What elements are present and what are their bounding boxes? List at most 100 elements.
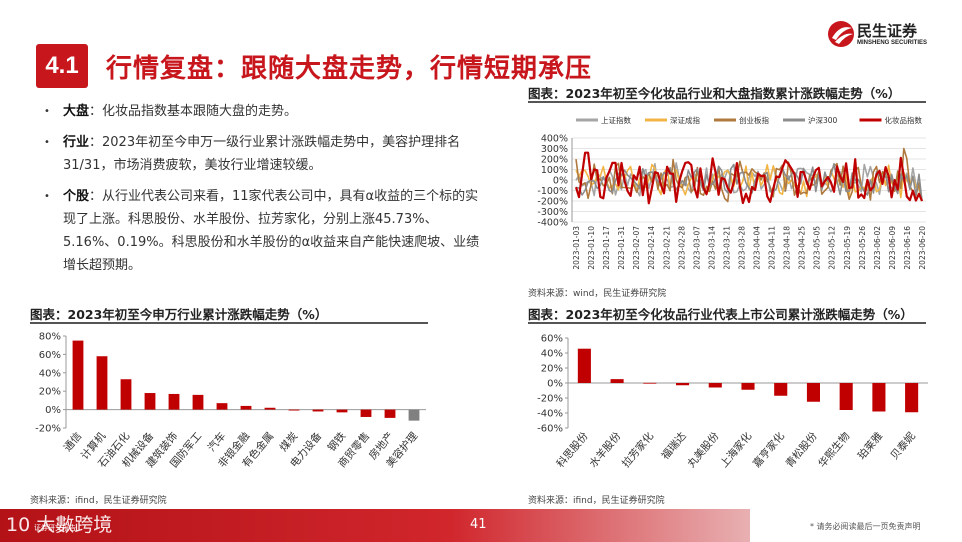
x-tick-label: 2023-05-26	[858, 226, 867, 270]
line-chart-title: 图表：2023年初至今化妆品行业和大盘指数累计涨跌幅走势（%）	[528, 86, 901, 101]
bar	[336, 409, 348, 413]
y-tick-label: 40%	[541, 349, 563, 360]
x-tick-label: 2023-02-07	[632, 226, 641, 270]
bullet-stocks: • 个股：从行业代表公司来看，11家代表公司中，具有α收益的三个标的实现了上涨。…	[38, 185, 488, 277]
bullet-dot-icon: •	[44, 137, 50, 148]
legend-label: 上证指数	[601, 115, 631, 125]
bar	[577, 348, 591, 383]
y-tick-label: 0%	[45, 405, 61, 416]
y-tick-label: 20%	[39, 387, 61, 398]
y-tick-label: -100%	[537, 186, 568, 197]
y-tick-label: 200%	[541, 155, 568, 166]
bar	[120, 379, 132, 410]
bullet-dot-icon: •	[44, 191, 50, 202]
page-title: 行情复盘：跟随大盘走势，行情短期承压	[106, 54, 593, 84]
minsheng-logo-icon	[828, 21, 854, 47]
bar	[288, 409, 300, 411]
bar	[643, 382, 657, 384]
x-tick-label: 2023-04-25	[798, 226, 807, 270]
x-tick-label: 珀莱雅	[855, 429, 886, 462]
x-tick-label: 2023-03-14	[707, 226, 716, 270]
divider	[528, 101, 926, 103]
bar	[408, 409, 420, 421]
bullet-label: 行业	[63, 135, 90, 150]
bar	[806, 383, 820, 402]
footer-bar	[0, 509, 750, 542]
bar	[676, 383, 690, 386]
industry-bar-chart: 80%60%40%20%0%-20%通信计算机石油石化机械设备建筑装饰国防军工汽…	[35, 332, 426, 470]
x-tick-label: 汽车	[205, 430, 228, 454]
y-tick-label: -300%	[537, 207, 568, 218]
x-tick-label: 2023-03-07	[692, 226, 701, 270]
bar	[774, 383, 788, 396]
y-tick-label: -60%	[537, 424, 563, 435]
x-tick-label: 2023-01-03	[572, 226, 581, 270]
y-tick-label: 300%	[541, 144, 568, 155]
y-tick-label: -400%	[537, 218, 568, 229]
x-tick-label: 2023-06-16	[903, 226, 912, 270]
bar	[72, 340, 84, 410]
bar	[312, 409, 324, 412]
x-tick-label: 2023-04-04	[753, 226, 762, 270]
line-chart: 上证指数 深证成指 创业板指 沪深300 化妆品指数 400%300%200%100%0%…	[537, 115, 927, 270]
y-tick-label: 0%	[553, 176, 568, 187]
logo-text-cn: 民生证券	[857, 22, 918, 40]
bar	[264, 407, 276, 410]
x-tick-label: 2023-03-21	[722, 226, 731, 270]
bar	[216, 403, 228, 410]
x-tick-label: 青松股份	[783, 429, 820, 470]
y-tick-label: -20%	[35, 424, 61, 435]
y-tick-label: 400%	[541, 134, 568, 145]
watermark-text: 10 大數跨境	[6, 514, 113, 536]
legend-label: 深证成指	[670, 115, 700, 125]
section-number-badge: 4.1	[36, 44, 88, 88]
bullet-industry: • 行业：2023年初至今申万一级行业累计涨跌幅走势中，美容护理排名31/31，…	[38, 131, 488, 177]
y-tick-label: -200%	[537, 197, 568, 208]
legend-label: 沪深300	[808, 115, 838, 125]
bar	[168, 393, 180, 410]
footer: 10 大數跨境 证券研究报告 41 * 请务必阅读最后一页免责声明	[0, 509, 962, 542]
x-tick-label: 2023-02-14	[647, 226, 656, 270]
logo-text-en: MINSHENG SECURITIES	[857, 40, 928, 46]
industry-chart-source: 资料来源：ifind，民生证券研究院	[30, 496, 167, 506]
bar	[905, 383, 919, 413]
bullet-label: 个股	[63, 189, 90, 204]
x-tick-label: 福瑞达	[659, 429, 690, 462]
legend-label: 化妆品指数	[885, 115, 923, 125]
bar	[192, 394, 204, 410]
x-tick-label: 水羊股份	[586, 429, 623, 470]
y-tick-label: 0%	[547, 379, 563, 390]
x-tick-label: 2023-03-28	[737, 226, 746, 270]
bullet-text: ：2023年初至今申万一级行业累计涨跌幅走势中，美容护理排名31/31，市场消费…	[63, 135, 461, 173]
x-tick-label: 丸美股份	[685, 429, 722, 470]
bar	[240, 405, 252, 410]
y-tick-label: 80%	[39, 332, 61, 343]
bullet-label: 大盘	[63, 104, 90, 119]
legend-label: 创业板指	[739, 115, 769, 125]
line-chart-source: 资料来源：wind，民生证券研究院	[528, 289, 667, 299]
x-tick-label: 拉芳家化	[619, 429, 656, 470]
company-chart-source: 资料来源：ifind，民生证券研究院	[528, 496, 665, 506]
y-tick-label: 60%	[541, 334, 563, 345]
x-tick-label: 2023-06-09	[888, 226, 897, 270]
bar	[384, 409, 396, 418]
x-tick-label: 2023-02-28	[677, 226, 686, 270]
summary-bullets: • 大盘：化妆品指数基本跟随大盘的走势。 • 行业：2023年初至今申万一级行业…	[38, 100, 488, 285]
footer-report-label: 证券研究报告	[34, 524, 76, 532]
industry-chart-title: 图表：2023年初至今申万行业累计涨跌幅走势（%）	[30, 307, 328, 322]
x-tick-label: 华熙生物	[816, 430, 853, 471]
x-tick-label: 2023-04-11	[768, 226, 777, 270]
bar	[708, 383, 722, 388]
x-tick-label: 嘉亨家化	[750, 429, 787, 470]
x-tick-label: 贝泰妮	[888, 429, 919, 462]
x-tick-label: 2023-05-12	[828, 226, 837, 270]
bar	[610, 379, 624, 383]
bullet-text: ：从行业代表公司来看，11家代表公司中，具有α收益的三个标的实现了上涨。科思股份…	[63, 189, 480, 273]
x-tick-label: 2023-05-05	[813, 226, 822, 270]
divider	[30, 322, 428, 324]
x-tick-label: 2023-06-02	[873, 226, 882, 270]
y-tick-label: 100%	[541, 165, 568, 176]
x-tick-label: 科思股份	[554, 429, 591, 470]
company-chart-title: 图表：2023年初至今化妆品行业代表上市公司累计涨跌幅走势（%）	[528, 307, 913, 322]
